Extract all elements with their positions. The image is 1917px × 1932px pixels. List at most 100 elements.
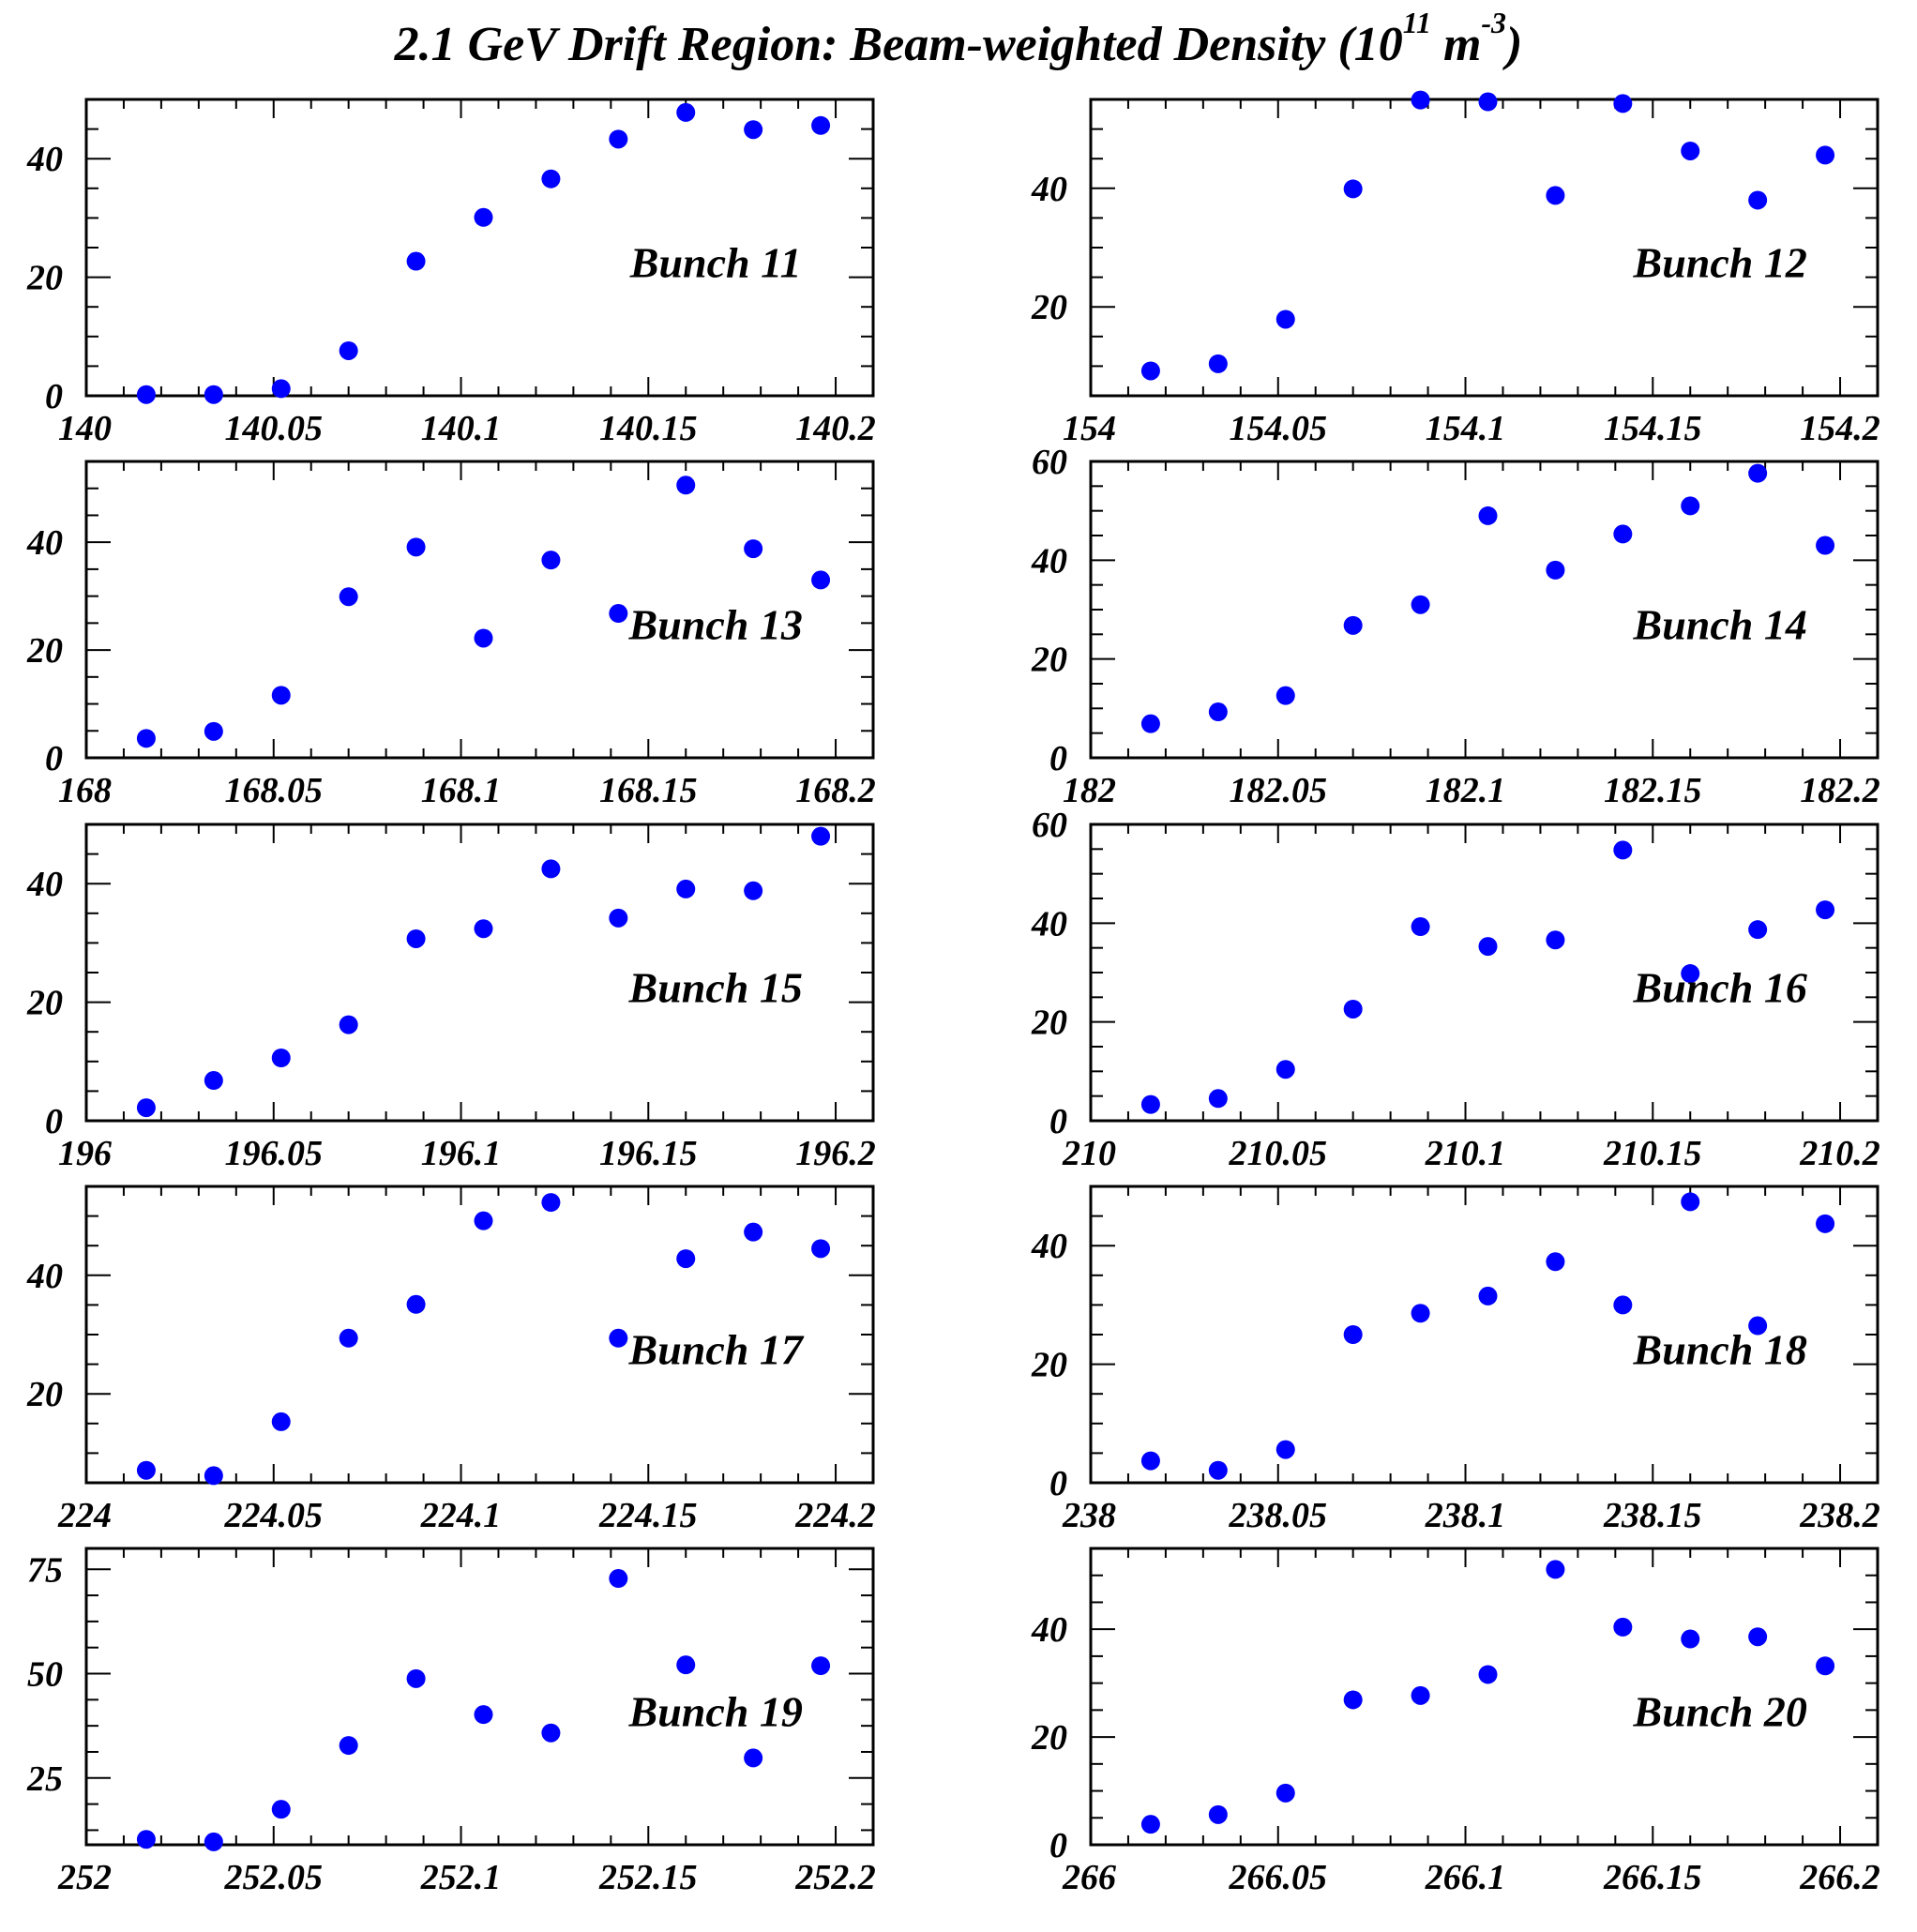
data-point bbox=[1613, 94, 1633, 113]
data-point bbox=[609, 1569, 628, 1589]
data-point bbox=[1140, 1815, 1160, 1834]
x-tick-label: 196.05 bbox=[225, 1134, 324, 1173]
x-tick-label: 224.05 bbox=[224, 1496, 324, 1535]
data-point bbox=[1275, 1440, 1295, 1459]
data-point bbox=[271, 1800, 291, 1819]
data-point bbox=[1208, 354, 1228, 373]
x-tick-label: 224.15 bbox=[598, 1496, 698, 1535]
data-point bbox=[204, 1071, 223, 1091]
data-point bbox=[474, 919, 493, 939]
data-point bbox=[1546, 560, 1565, 580]
data-point bbox=[811, 570, 831, 590]
x-tick-label: 252.1 bbox=[420, 1858, 502, 1897]
data-point bbox=[339, 1015, 358, 1034]
data-point bbox=[541, 1723, 561, 1743]
x-tick-label: 266.05 bbox=[1229, 1858, 1328, 1897]
y-tick-label: 0 bbox=[45, 377, 63, 416]
x-tick-label: 224.2 bbox=[794, 1496, 876, 1535]
y-tick-label: 20 bbox=[26, 259, 63, 298]
x-tick-label: 168 bbox=[58, 771, 112, 810]
data-point bbox=[1748, 463, 1768, 483]
x-tick-label: 154.05 bbox=[1230, 409, 1328, 448]
y-tick-label: 20 bbox=[26, 631, 63, 671]
data-point bbox=[1411, 595, 1430, 614]
data-point bbox=[1613, 1617, 1633, 1637]
x-tick-label: 238 bbox=[1062, 1496, 1116, 1535]
data-point bbox=[1478, 506, 1498, 525]
data-point bbox=[339, 340, 358, 360]
data-point bbox=[339, 1736, 358, 1756]
data-point bbox=[1546, 186, 1565, 205]
panel-bunch-16: 210 210.05 210.1 210.15 210.2 0 20 40 60 Bunch 16 bbox=[1031, 806, 1880, 1173]
x-tick-label: 224.1 bbox=[420, 1496, 502, 1535]
data-point bbox=[1816, 900, 1835, 920]
data-point bbox=[811, 1656, 831, 1676]
data-point bbox=[1546, 930, 1565, 950]
data-point bbox=[541, 169, 561, 189]
data-point bbox=[1208, 702, 1228, 722]
data-point bbox=[1816, 145, 1835, 165]
y-tick-label: 75 bbox=[27, 1550, 63, 1590]
data-point bbox=[676, 102, 696, 122]
data-point bbox=[1140, 361, 1160, 381]
bunch-label: Bunch 20 bbox=[1633, 1688, 1807, 1736]
x-tick-label: 210 bbox=[1062, 1134, 1116, 1173]
data-point bbox=[1816, 1214, 1835, 1233]
data-point bbox=[1275, 686, 1295, 705]
x-tick-label: 140.15 bbox=[599, 409, 698, 448]
bunch-label: Bunch 18 bbox=[1633, 1326, 1807, 1374]
panel-bunch-18: 238 238.05 238.1 238.15 238.2 0 20 40 Bunch 18 bbox=[1031, 1185, 1880, 1535]
y-tick-label: 20 bbox=[1031, 641, 1067, 680]
y-tick-label: 40 bbox=[1031, 1610, 1067, 1650]
y-tick-label: 20 bbox=[1031, 1346, 1067, 1385]
panel-bunch-12: 154 154.05 154.1 154.15 154.2 20 40 Bunch 12 bbox=[1031, 90, 1880, 448]
data-point bbox=[136, 729, 156, 748]
title-close: ) bbox=[1506, 18, 1523, 71]
y-tick-label: 20 bbox=[26, 1375, 63, 1414]
y-tick-label: 40 bbox=[1031, 904, 1067, 943]
title-unit: m bbox=[1430, 18, 1482, 71]
data-point bbox=[1478, 1286, 1498, 1306]
x-tick-label: 238.2 bbox=[1799, 1496, 1880, 1535]
data-point bbox=[541, 1193, 561, 1213]
y-tick-label: 40 bbox=[1031, 541, 1067, 581]
data-point bbox=[609, 1328, 628, 1348]
y-tick-label: 0 bbox=[1049, 1102, 1067, 1141]
data-point bbox=[1343, 999, 1363, 1019]
title-unit-exponent: -3 bbox=[1481, 6, 1507, 40]
x-tick-label: 168.15 bbox=[599, 771, 698, 810]
data-point bbox=[744, 120, 763, 140]
data-point bbox=[1208, 1460, 1228, 1480]
data-point bbox=[136, 1098, 156, 1118]
x-tick-label: 252.2 bbox=[794, 1858, 876, 1897]
data-point bbox=[204, 1466, 223, 1486]
data-point bbox=[271, 1049, 291, 1068]
data-point bbox=[609, 129, 628, 149]
plot-frame bbox=[84, 460, 875, 760]
y-tick-label: 60 bbox=[1032, 806, 1067, 845]
bunch-label: Bunch 17 bbox=[628, 1326, 805, 1374]
y-tick-label: 0 bbox=[45, 739, 63, 778]
bunch-label: Bunch 19 bbox=[628, 1688, 803, 1736]
plot-frame bbox=[84, 1547, 875, 1847]
x-tick-label: 140.05 bbox=[225, 409, 324, 448]
y-tick-label: 40 bbox=[1031, 1227, 1067, 1266]
y-tick-label: 25 bbox=[26, 1759, 63, 1799]
data-point bbox=[1816, 1656, 1835, 1676]
data-point bbox=[541, 551, 561, 570]
data-point bbox=[474, 628, 493, 648]
data-point bbox=[406, 537, 426, 557]
panel-bunch-13: 168 168.05 168.1 168.15 168.2 0 20 40 Bunch 13 bbox=[26, 460, 876, 810]
y-tick-label: 50 bbox=[27, 1655, 63, 1695]
data-point bbox=[1748, 1316, 1768, 1336]
data-point bbox=[744, 1222, 763, 1242]
data-point bbox=[1275, 1060, 1295, 1079]
plot-frame bbox=[1089, 1547, 1879, 1847]
data-point bbox=[1343, 1325, 1363, 1344]
data-point bbox=[744, 881, 763, 900]
y-tick-label: 20 bbox=[26, 984, 63, 1023]
data-point bbox=[271, 1411, 291, 1431]
bunch-label: Bunch 13 bbox=[628, 601, 803, 649]
data-point bbox=[1478, 937, 1498, 957]
